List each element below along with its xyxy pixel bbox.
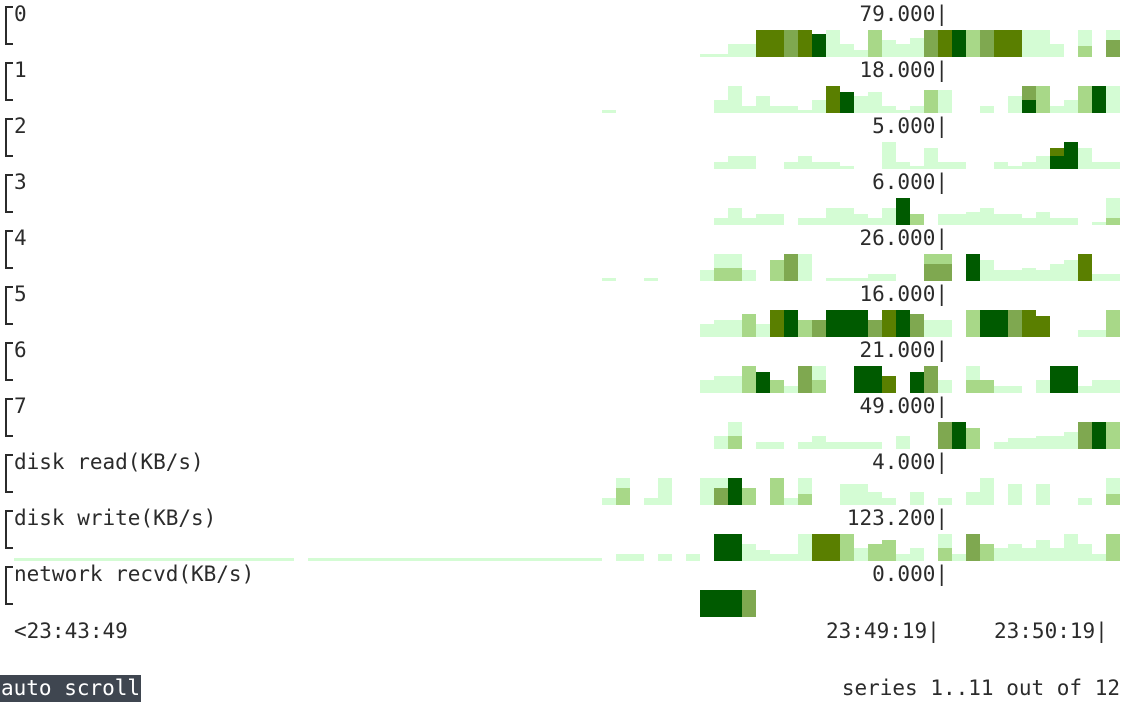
series-label: 4 (14, 226, 27, 250)
series-value: 79.000| (859, 2, 948, 26)
series-value: 26.000| (859, 226, 948, 250)
series-label: network recvd(KB/s) (14, 562, 255, 586)
row-bracket (5, 118, 13, 157)
sparkline (714, 198, 1120, 225)
series-label: 2 (14, 114, 27, 138)
series-value: 5.000| (872, 114, 948, 138)
row-bracket (5, 398, 13, 437)
sparkline (700, 366, 1120, 393)
sparkline (700, 590, 756, 617)
series-value: 49.000| (859, 394, 948, 418)
row-bracket (5, 62, 13, 101)
series-label: 7 (14, 394, 27, 418)
series-row: 5 16.000| (0, 280, 1126, 337)
sparkline (714, 142, 1120, 169)
row-bracket (5, 230, 13, 269)
sparkline (700, 30, 1120, 57)
series-row: 3 6.000| (0, 168, 1126, 225)
sparkline (602, 478, 1120, 505)
series-row: 1 18.000| (0, 56, 1126, 113)
series-value: 123.200| (846, 506, 948, 530)
series-row: disk read(KB/s) 4.000| (0, 448, 1126, 505)
series-label: 3 (14, 170, 27, 194)
time-axis: <23:43:49 23:49:19| 23:50:19| (0, 616, 1126, 646)
series-value: 18.000| (859, 58, 948, 82)
series-count: series 1..11 out of 12 (841, 676, 1120, 700)
sparkline (700, 310, 1120, 337)
axis-end-label: 23:50:19| (994, 619, 1108, 643)
series-label: disk write(KB/s) (14, 506, 217, 530)
series-row: 6 21.000| (0, 336, 1126, 393)
axis-start-label: <23:43:49 (14, 619, 128, 643)
series-row: 7 49.000| (0, 392, 1126, 449)
sparkline (14, 534, 1120, 561)
auto-scroll-toggle[interactable]: auto scroll (0, 675, 142, 702)
row-bracket (5, 510, 13, 549)
series-value: 16.000| (859, 282, 948, 306)
row-bracket (5, 566, 13, 605)
series-label: 6 (14, 338, 27, 362)
series-value: 4.000| (872, 450, 948, 474)
series-value: 0.000| (872, 562, 948, 586)
series-label: 5 (14, 282, 27, 306)
sparkline (602, 254, 1120, 281)
series-label: 0 (14, 2, 27, 26)
series-row: 4 26.000| (0, 224, 1126, 281)
row-bracket (5, 174, 13, 213)
series-row: disk write(KB/s) 123.200| (0, 504, 1126, 561)
series-value: 21.000| (859, 338, 948, 362)
axis-mid-label: 23:49:19| (826, 619, 940, 643)
row-bracket (5, 454, 13, 493)
status-bar: auto scroll series 1..11 out of 12 (0, 675, 1126, 702)
sparkline (714, 422, 1120, 449)
series-label: disk read(KB/s) (14, 450, 204, 474)
row-bracket (5, 342, 13, 381)
series-row: network recvd(KB/s) 0.000| (0, 560, 1126, 617)
series-value: 6.000| (872, 170, 948, 194)
series-label: 1 (14, 58, 27, 82)
series-row: 2 5.000| (0, 112, 1126, 169)
row-bracket (5, 6, 13, 45)
sparkline (602, 86, 1120, 113)
series-row: 0 79.000| (0, 0, 1126, 57)
row-bracket (5, 286, 13, 325)
